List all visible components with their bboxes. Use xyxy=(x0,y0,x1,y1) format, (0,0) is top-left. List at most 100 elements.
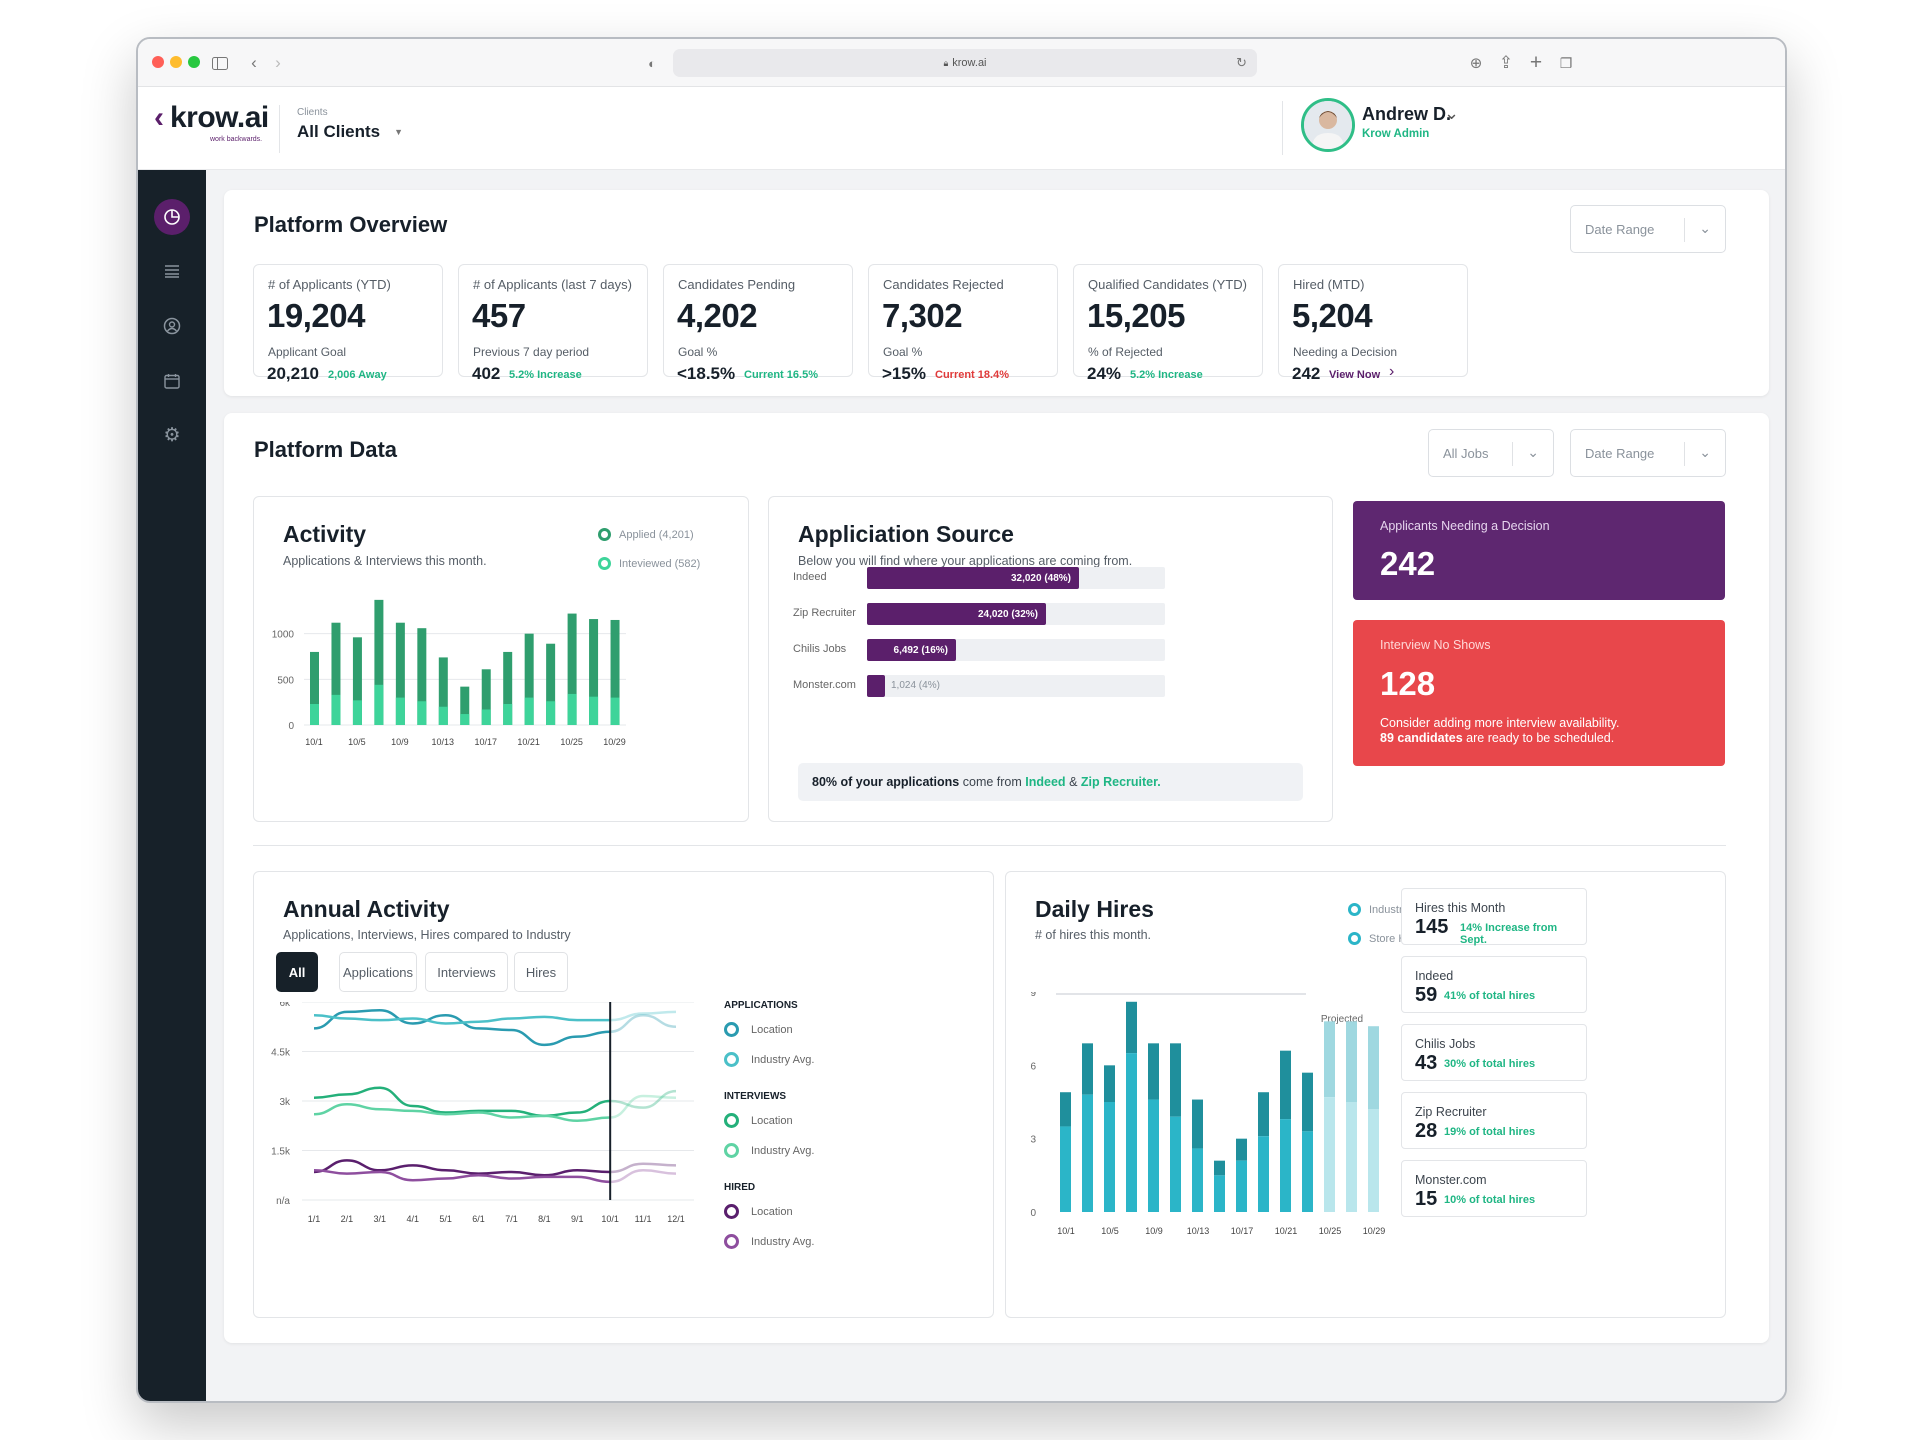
needing-decision-card[interactable]: Applicants Needing a Decision 242 xyxy=(1353,501,1725,600)
interviewed-bar[interactable] xyxy=(310,703,319,725)
source-bar[interactable]: 6,492 (16%) xyxy=(867,639,956,661)
applied-bar[interactable] xyxy=(310,651,319,725)
tab-interviews[interactable]: Interviews xyxy=(425,952,508,992)
summary-zip[interactable]: Zip Recruiter. xyxy=(1080,775,1161,789)
industry-avg-bar[interactable] xyxy=(1302,1072,1313,1132)
projected-series-line[interactable] xyxy=(610,1094,677,1119)
store-hires-bar[interactable] xyxy=(1258,1136,1269,1212)
overview-date-range-dropdown[interactable]: Date Range ⌄ xyxy=(1570,205,1726,253)
hires-summary-card[interactable]: Chilis Jobs 43 30% of total hires xyxy=(1401,1024,1587,1081)
store-hires-bar[interactable] xyxy=(1148,1099,1159,1212)
settings-gear-icon[interactable]: ⚙ xyxy=(163,424,181,446)
maximize-window-button[interactable] xyxy=(188,56,200,68)
interviewed-bar[interactable] xyxy=(589,696,599,725)
interviewed-bar[interactable] xyxy=(374,684,384,725)
industry-avg-bar[interactable] xyxy=(1082,1043,1093,1095)
projected-series-line[interactable] xyxy=(610,1169,677,1184)
source-bar[interactable]: 32,020 (48%) xyxy=(867,567,1079,589)
shield-icon[interactable]: ◐ xyxy=(648,55,656,71)
hires-summary-card[interactable]: Indeed 59 41% of total hires xyxy=(1401,956,1587,1013)
store-hires-bar[interactable] xyxy=(1192,1148,1203,1212)
tab-all[interactable]: All xyxy=(276,952,318,992)
jobs-filter-dropdown[interactable]: All Jobs ⌄ xyxy=(1428,429,1554,477)
new-tab-icon[interactable]: + xyxy=(1529,51,1543,74)
industry-avg-bar[interactable] xyxy=(1192,1099,1203,1149)
industry-avg-bar[interactable] xyxy=(1258,1092,1269,1137)
interviewed-bar[interactable] xyxy=(417,701,427,725)
chevron-right-icon[interactable]: › xyxy=(1389,363,1395,380)
close-window-button[interactable] xyxy=(152,56,164,68)
interviewed-bar[interactable] xyxy=(610,697,620,725)
applied-bar[interactable] xyxy=(374,599,384,725)
download-icon[interactable]: ⊕ xyxy=(1469,55,1483,72)
series-line[interactable] xyxy=(313,1013,611,1025)
series-line[interactable] xyxy=(313,1169,611,1184)
reload-icon[interactable]: ↻ xyxy=(1236,55,1247,70)
applied-bar[interactable] xyxy=(481,669,491,725)
clients-selector[interactable]: All Clients ▼ xyxy=(297,122,403,142)
source-bar[interactable]: 24,020 (32%) xyxy=(867,603,1046,625)
legend-int-location[interactable]: Location xyxy=(724,1113,793,1128)
applied-bar[interactable] xyxy=(438,657,448,725)
interviewed-bar[interactable] xyxy=(524,697,534,725)
series-line[interactable] xyxy=(313,1086,611,1118)
interviewed-bar[interactable] xyxy=(567,693,577,725)
address-bar[interactable]: 🔒︎ krow.ai ↻ xyxy=(673,49,1257,77)
sidebar-toggle-icon[interactable] xyxy=(208,51,232,75)
industry-avg-bar[interactable] xyxy=(1170,1043,1181,1117)
dashboard-icon[interactable] xyxy=(154,199,190,235)
legend-app-industry[interactable]: Industry Avg. xyxy=(724,1052,814,1067)
industry-avg-bar[interactable] xyxy=(1368,1026,1379,1110)
data-date-range-dropdown[interactable]: Date Range ⌄ xyxy=(1570,429,1726,477)
series-line[interactable] xyxy=(313,1103,611,1123)
projected-series-line[interactable] xyxy=(610,1162,677,1174)
applied-bar[interactable] xyxy=(503,651,513,725)
share-icon[interactable]: ⇪ xyxy=(1498,53,1514,72)
store-hires-bar[interactable] xyxy=(1236,1160,1247,1212)
store-hires-bar[interactable] xyxy=(1214,1175,1225,1212)
industry-avg-bar[interactable] xyxy=(1236,1138,1247,1161)
hires-summary-card[interactable]: Monster.com 15 10% of total hires xyxy=(1401,1160,1587,1217)
tabs-overview-icon[interactable]: ❐ xyxy=(1559,54,1573,71)
applied-bar[interactable] xyxy=(610,619,620,725)
interviewed-bar[interactable] xyxy=(352,700,362,725)
store-hires-bar[interactable] xyxy=(1324,1097,1335,1212)
industry-avg-bar[interactable] xyxy=(1060,1092,1071,1127)
hires-summary-card[interactable]: Zip Recruiter 28 19% of total hires xyxy=(1401,1092,1587,1149)
applied-bar[interactable] xyxy=(567,613,577,725)
avatar[interactable] xyxy=(1301,98,1355,152)
interviewed-bar[interactable] xyxy=(331,694,341,725)
applied-bar[interactable] xyxy=(331,622,341,725)
view-now-link[interactable]: View Now xyxy=(1329,369,1381,381)
industry-avg-bar[interactable] xyxy=(1214,1160,1225,1176)
applied-bar[interactable] xyxy=(546,643,556,725)
interviewed-bar[interactable] xyxy=(481,709,491,725)
interviewed-bar[interactable] xyxy=(438,706,448,725)
projected-series-line[interactable] xyxy=(610,1010,677,1022)
tab-hires[interactable]: Hires xyxy=(514,952,568,992)
user-menu-chevron-icon[interactable]: ⌄ xyxy=(1444,103,1460,123)
store-hires-bar[interactable] xyxy=(1170,1116,1181,1212)
industry-avg-bar[interactable] xyxy=(1126,1001,1137,1054)
store-hires-bar[interactable] xyxy=(1346,1102,1357,1212)
user-name[interactable]: Andrew D. xyxy=(1362,104,1452,124)
calendar-icon[interactable] xyxy=(154,363,190,399)
source-bar[interactable] xyxy=(867,675,885,697)
applied-bar[interactable] xyxy=(460,686,470,725)
store-hires-bar[interactable] xyxy=(1082,1094,1093,1212)
legend-app-location[interactable]: Location xyxy=(724,1022,793,1037)
hires-summary-card[interactable]: Hires this Month 145 14% Increase from Sep… xyxy=(1401,888,1587,946)
summary-indeed[interactable]: Indeed xyxy=(1025,775,1066,789)
industry-avg-bar[interactable] xyxy=(1324,1021,1335,1098)
store-hires-bar[interactable] xyxy=(1060,1126,1071,1212)
back-icon[interactable]: ‹ xyxy=(251,53,257,72)
applied-bar[interactable] xyxy=(352,637,362,725)
store-hires-bar[interactable] xyxy=(1104,1102,1115,1212)
industry-avg-bar[interactable] xyxy=(1280,1050,1291,1120)
series-line[interactable] xyxy=(313,1008,611,1047)
industry-avg-bar[interactable] xyxy=(1104,1065,1115,1102)
no-shows-card[interactable]: Interview No Shows 128 Consider adding m… xyxy=(1353,620,1725,766)
interviewed-bar[interactable] xyxy=(546,701,556,725)
applied-bar[interactable] xyxy=(417,628,427,725)
tab-applications[interactable]: Applications xyxy=(339,952,417,992)
